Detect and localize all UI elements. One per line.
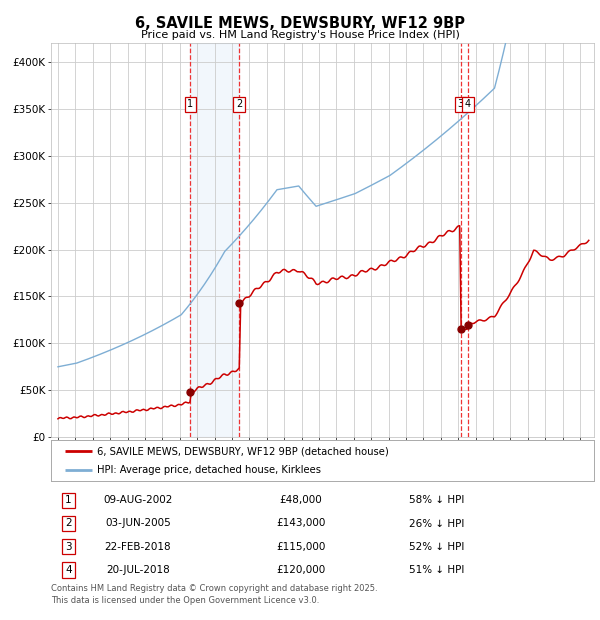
Text: 2: 2: [65, 518, 71, 528]
Text: 2: 2: [236, 99, 242, 109]
Text: 09-AUG-2002: 09-AUG-2002: [103, 495, 173, 505]
Text: 3: 3: [458, 99, 464, 109]
Text: 58% ↓ HPI: 58% ↓ HPI: [409, 495, 465, 505]
Text: 1: 1: [187, 99, 193, 109]
Text: 26% ↓ HPI: 26% ↓ HPI: [409, 518, 465, 528]
Text: 51% ↓ HPI: 51% ↓ HPI: [409, 565, 465, 575]
Text: Price paid vs. HM Land Registry's House Price Index (HPI): Price paid vs. HM Land Registry's House …: [140, 30, 460, 40]
Text: Contains HM Land Registry data © Crown copyright and database right 2025.: Contains HM Land Registry data © Crown c…: [51, 584, 377, 593]
Text: HPI: Average price, detached house, Kirklees: HPI: Average price, detached house, Kirk…: [97, 464, 321, 475]
Text: This data is licensed under the Open Government Licence v3.0.: This data is licensed under the Open Gov…: [51, 596, 319, 606]
Text: £120,000: £120,000: [276, 565, 325, 575]
Text: 4: 4: [465, 99, 471, 109]
Text: 6, SAVILE MEWS, DEWSBURY, WF12 9BP: 6, SAVILE MEWS, DEWSBURY, WF12 9BP: [135, 16, 465, 31]
Text: 03-JUN-2005: 03-JUN-2005: [105, 518, 171, 528]
Bar: [190, 43, 239, 437]
Text: £115,000: £115,000: [276, 541, 325, 552]
Text: 52% ↓ HPI: 52% ↓ HPI: [409, 541, 465, 552]
Text: 20-JUL-2018: 20-JUL-2018: [106, 565, 170, 575]
Text: 22-FEB-2018: 22-FEB-2018: [104, 541, 171, 552]
Text: 1: 1: [65, 495, 71, 505]
Text: 6, SAVILE MEWS, DEWSBURY, WF12 9BP (detached house): 6, SAVILE MEWS, DEWSBURY, WF12 9BP (deta…: [97, 446, 389, 456]
Text: 3: 3: [65, 541, 71, 552]
Text: £48,000: £48,000: [280, 495, 322, 505]
Text: 4: 4: [65, 565, 71, 575]
Text: £143,000: £143,000: [276, 518, 325, 528]
